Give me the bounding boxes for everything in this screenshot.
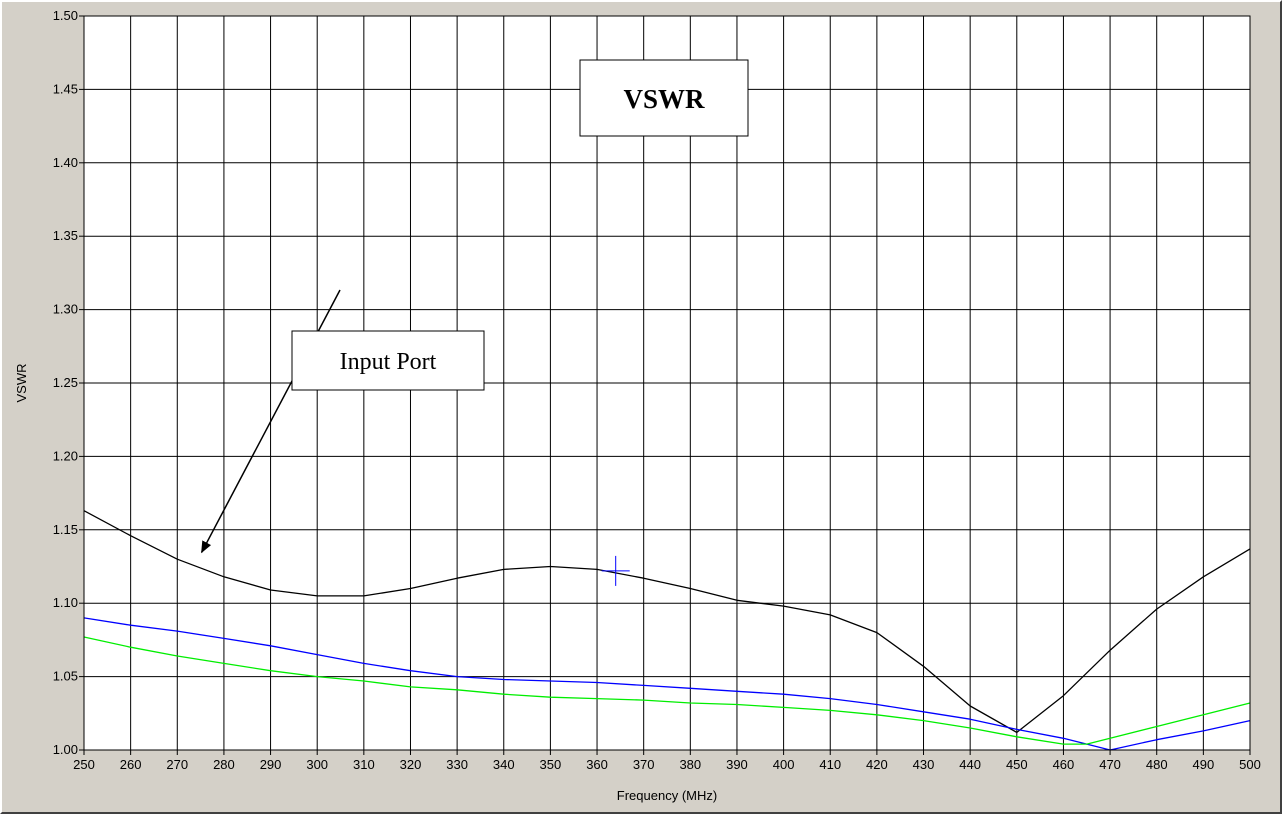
x-tick-label: 450 bbox=[1006, 757, 1028, 772]
y-tick-label: 1.20 bbox=[53, 448, 78, 463]
x-tick-label: 320 bbox=[400, 757, 422, 772]
y-tick-label: 1.40 bbox=[53, 155, 78, 170]
y-axis-label: VSWR bbox=[14, 364, 29, 403]
cursor-layer[interactable] bbox=[601, 555, 630, 586]
series-line-3 bbox=[83, 636, 1251, 745]
input-port-box bbox=[291, 330, 485, 391]
y-tick-label: 1.30 bbox=[53, 302, 78, 317]
x-tick-label: 340 bbox=[493, 757, 515, 772]
x-tick-label: 470 bbox=[1099, 757, 1121, 772]
y-tick-label: 1.45 bbox=[53, 81, 78, 96]
x-tick-label: 290 bbox=[260, 757, 282, 772]
x-tick-label: 390 bbox=[726, 757, 748, 772]
y-tick-label: 1.05 bbox=[53, 669, 78, 684]
y-tick-label: 1.15 bbox=[53, 522, 78, 537]
x-tick-label: 330 bbox=[446, 757, 468, 772]
x-tick-label: 440 bbox=[959, 757, 981, 772]
series-line-2 bbox=[83, 617, 1251, 751]
x-tick-label: 500 bbox=[1239, 757, 1261, 772]
x-tick-label: 490 bbox=[1193, 757, 1215, 772]
x-tick-label: 480 bbox=[1146, 757, 1168, 772]
x-tick-label: 410 bbox=[819, 757, 841, 772]
x-tick-label: 380 bbox=[679, 757, 701, 772]
x-tick-label: 250 bbox=[73, 757, 95, 772]
x-tick-label: 430 bbox=[913, 757, 935, 772]
x-tick-label: 360 bbox=[586, 757, 608, 772]
x-tick-label: 370 bbox=[633, 757, 655, 772]
series-layer bbox=[83, 510, 1251, 751]
input-port-text: Input Port bbox=[340, 349, 437, 375]
series-line-1 bbox=[83, 510, 1251, 734]
x-tick-label: 300 bbox=[306, 757, 328, 772]
y-tick-label: 1.10 bbox=[53, 595, 78, 610]
y-tick-label: 1.25 bbox=[53, 375, 78, 390]
x-tick-label: 310 bbox=[353, 757, 375, 772]
x-tick-label: 460 bbox=[1053, 757, 1075, 772]
x-axis-label: Frequency (MHz) bbox=[617, 788, 717, 803]
x-tick-label: 280 bbox=[213, 757, 235, 772]
axis-ticks: 250 260 270 280 290 300 310 320 330 340 350 360 370 3… bbox=[53, 8, 1261, 772]
y-tick-label: 1.50 bbox=[53, 8, 78, 23]
x-tick-label: 270 bbox=[166, 757, 188, 772]
x-tick-label: 400 bbox=[773, 757, 795, 772]
x-tick-label: 350 bbox=[540, 757, 562, 772]
x-tick-label: 260 bbox=[120, 757, 142, 772]
vswr-label-box bbox=[579, 59, 749, 137]
annotations: VSWR Input Port bbox=[200, 59, 749, 554]
x-tick-label: 420 bbox=[866, 757, 888, 772]
y-tick-label: 1.00 bbox=[53, 742, 78, 757]
y-tick-label: 1.35 bbox=[53, 228, 78, 243]
vswr-label-text: VSWR bbox=[623, 84, 705, 114]
